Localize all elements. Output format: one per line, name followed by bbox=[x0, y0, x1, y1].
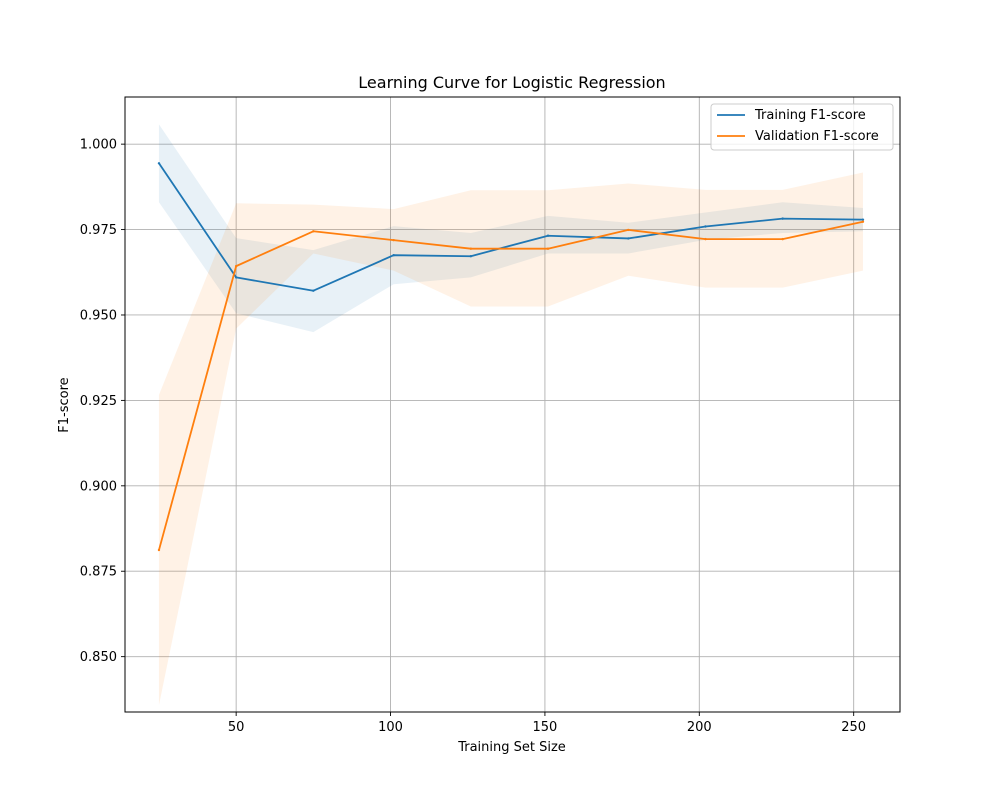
legend-label-validation: Validation F1-score bbox=[755, 129, 879, 144]
x-tick-label: 200 bbox=[687, 720, 712, 735]
data-point bbox=[861, 218, 865, 221]
legend-box bbox=[710, 103, 894, 151]
data-point bbox=[469, 255, 473, 258]
data-point bbox=[234, 276, 238, 279]
data-point bbox=[704, 237, 707, 241]
series-line-0 bbox=[158, 162, 863, 292]
y-tick-label: 0.950 bbox=[80, 308, 117, 323]
series-line-1 bbox=[158, 220, 864, 551]
grid bbox=[125, 97, 900, 712]
data-point bbox=[157, 548, 161, 552]
data-point bbox=[234, 264, 238, 268]
y-tick-label: 0.850 bbox=[80, 650, 117, 665]
data-point bbox=[312, 289, 315, 292]
chart-title: Learning Curve for Logistic Regression bbox=[358, 73, 665, 92]
data-point bbox=[781, 237, 784, 241]
data-point bbox=[781, 217, 784, 220]
data-point bbox=[157, 162, 161, 165]
x-tick-label: 150 bbox=[533, 720, 558, 735]
data-point bbox=[546, 234, 550, 237]
y-tick-label: 0.900 bbox=[80, 479, 117, 494]
x-tick-label: 50 bbox=[228, 720, 245, 735]
data-point bbox=[392, 253, 395, 257]
y-tick-label: 0.875 bbox=[80, 565, 117, 580]
data-point bbox=[469, 247, 473, 250]
x-tick-label: 100 bbox=[378, 720, 403, 735]
legend: Training F1-score Validation F1-score bbox=[710, 103, 894, 151]
y-tick-label: 1.000 bbox=[80, 138, 117, 153]
data-point bbox=[704, 225, 707, 228]
y-tick-label: 0.975 bbox=[80, 223, 117, 238]
data-point bbox=[392, 238, 395, 242]
data-point bbox=[312, 230, 315, 233]
legend-label-training: Training F1-score bbox=[754, 108, 866, 123]
series-lines bbox=[157, 162, 865, 552]
data-point bbox=[627, 228, 630, 232]
data-point bbox=[627, 237, 630, 240]
confidence-bands bbox=[158, 124, 863, 706]
x-axis-label: Training Set Size bbox=[457, 740, 566, 755]
data-point bbox=[861, 220, 865, 223]
y-tick-label: 0.925 bbox=[80, 394, 117, 409]
y-axis-ticks: 0.850 0.875 0.900 0.925 0.950 0.975 1.000 bbox=[80, 138, 125, 665]
axes-frame bbox=[124, 96, 901, 713]
x-tick-label: 250 bbox=[841, 720, 866, 735]
y-axis-label: F1-score bbox=[57, 377, 72, 432]
x-axis-ticks: 50 100 150 200 250 bbox=[228, 712, 866, 735]
confidence-band-1 bbox=[158, 172, 863, 706]
confidence-band-0 bbox=[158, 124, 863, 333]
data-point bbox=[546, 247, 550, 250]
